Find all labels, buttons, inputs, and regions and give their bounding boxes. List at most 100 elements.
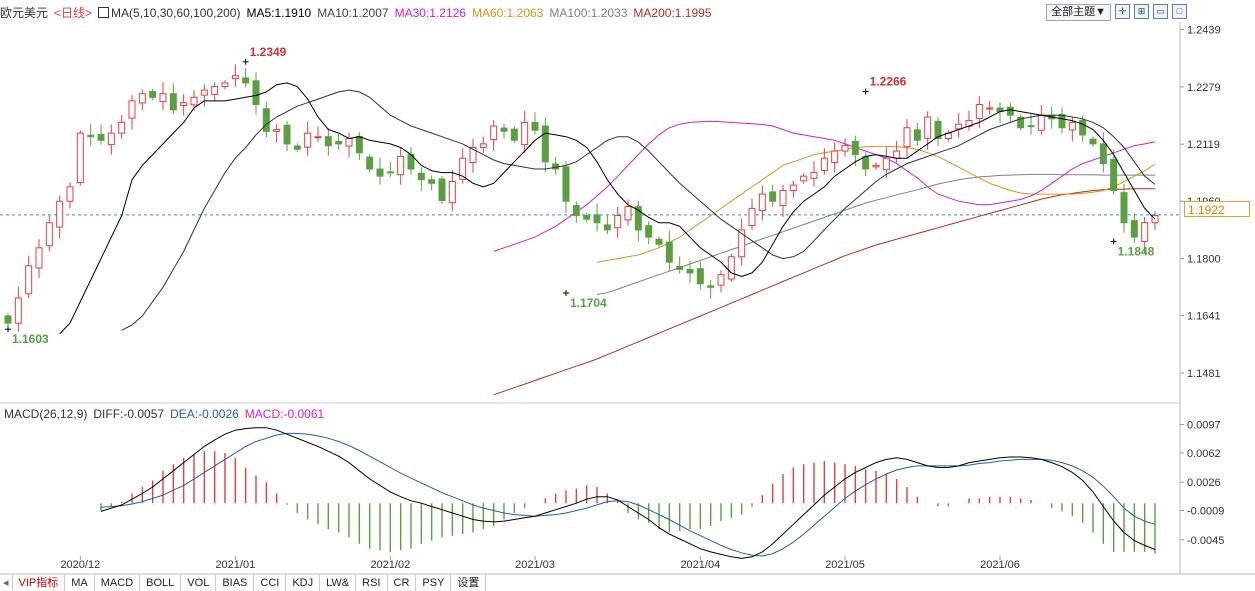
candle-body xyxy=(655,238,663,245)
candle-body xyxy=(386,171,394,174)
candle-body xyxy=(1141,222,1149,242)
candle-body xyxy=(634,206,642,231)
candle-body xyxy=(376,168,384,177)
period-selector[interactable]: <日线> xyxy=(54,6,93,20)
tab-settings[interactable]: 设置 xyxy=(451,575,487,591)
candle-body xyxy=(211,86,219,95)
extreme-label: 1.1848 xyxy=(1118,244,1155,258)
ma10-value: MA10:1.2007 xyxy=(317,6,389,20)
candle-body xyxy=(924,116,932,139)
candle-body xyxy=(510,128,518,141)
candle-body xyxy=(448,181,456,204)
candle-body xyxy=(903,127,911,148)
tab-ma[interactable]: MA xyxy=(65,575,95,591)
candle-body xyxy=(624,206,632,221)
x-tick-label: 2021/06 xyxy=(980,559,1020,571)
candle-body xyxy=(975,103,983,119)
candle-body xyxy=(35,247,43,269)
candle-body xyxy=(490,125,498,141)
candle-body xyxy=(986,107,994,110)
candle-body xyxy=(14,297,22,324)
ma60-line xyxy=(596,145,1156,263)
x-tick-label: 2021/04 xyxy=(680,559,720,571)
candle-body xyxy=(107,132,115,146)
tab-macd[interactable]: MACD xyxy=(95,575,141,591)
crosshair-icon[interactable]: ✛ xyxy=(1115,4,1130,19)
candle-body xyxy=(562,166,570,202)
candle-body xyxy=(841,145,849,152)
candle-body xyxy=(541,125,549,163)
ma-params-label: MA(5,10,30,60,100,200) xyxy=(111,6,241,20)
candle-body xyxy=(200,89,208,96)
candle-body xyxy=(748,207,756,227)
candle-body xyxy=(727,256,735,280)
macd-value: MACD:-0.0061 xyxy=(244,407,325,421)
candle-body xyxy=(221,82,229,88)
candle-body xyxy=(882,157,890,171)
candle-body xyxy=(397,155,405,176)
tab-lw[interactable]: LW& xyxy=(320,575,357,591)
extreme-label: 1.2349 xyxy=(250,45,287,59)
x-tick-label: 2021/01 xyxy=(215,559,255,571)
tab-psy[interactable]: PSY xyxy=(416,575,452,591)
tab-cci[interactable]: CCI xyxy=(254,575,287,591)
last-price-tag: 1.1922 xyxy=(1184,201,1250,217)
candle-body xyxy=(324,136,332,147)
candle-body xyxy=(66,186,74,202)
maximize-icon[interactable]: □ xyxy=(1172,4,1187,19)
macd-dea-value: DEA:-0.0026 xyxy=(170,407,239,421)
ma5-value: MA5:1.1910 xyxy=(246,6,312,20)
candle-body xyxy=(789,184,797,191)
macd-tick-label: 0.0097 xyxy=(1187,419,1221,431)
extreme-label: 1.1603 xyxy=(12,332,49,346)
candle-body xyxy=(97,134,105,141)
candle-body xyxy=(500,127,508,132)
candle-body xyxy=(366,156,374,170)
candle-body xyxy=(262,108,270,132)
tab-boll[interactable]: BOLL xyxy=(140,575,182,591)
candle-body xyxy=(45,222,53,247)
macd-header: MACD(26,12,9) DIFF:-0.0057 DEA:-0.0026 MACD… xyxy=(4,407,330,421)
candle-body xyxy=(252,80,260,105)
candle-body xyxy=(304,132,312,148)
ma60-value: MA60:1.2063 xyxy=(471,6,544,20)
candle-body xyxy=(1099,143,1107,165)
tab-scroll-left-icon[interactable]: ◂ xyxy=(0,575,13,591)
grid-icon[interactable]: ⊞ xyxy=(1134,4,1149,19)
candle-body xyxy=(283,124,291,145)
candle-body xyxy=(614,215,622,229)
tab-cr[interactable]: CR xyxy=(388,575,417,591)
candle-body xyxy=(118,121,126,134)
tab-bias[interactable]: BIAS xyxy=(216,575,255,591)
candle-body xyxy=(893,150,901,159)
candle-body xyxy=(676,265,684,270)
candle-body xyxy=(190,96,198,106)
candle-body xyxy=(696,268,704,285)
candle-body xyxy=(593,214,601,224)
candle-body xyxy=(159,93,167,103)
candle-body xyxy=(603,224,611,231)
candle-body xyxy=(872,164,880,168)
candle-body xyxy=(479,143,487,148)
macd-params-label: MACD(26,12,9) xyxy=(4,407,88,421)
candle-body xyxy=(242,77,250,84)
macd-tick-label: -0.0045 xyxy=(1187,535,1224,547)
candle-body xyxy=(572,205,580,217)
tab-vip[interactable]: VIP指标 xyxy=(13,575,66,591)
tab-vol[interactable]: VOL xyxy=(181,575,217,591)
candle-body xyxy=(355,135,363,154)
candle-body xyxy=(707,285,715,288)
toolbar: 全部主题▼ ✛ ⊞ ▭ □ xyxy=(1046,4,1187,21)
ma30-line xyxy=(493,120,1156,252)
ma10-line xyxy=(121,89,1156,331)
theme-dropdown-button[interactable]: 全部主题▼ xyxy=(1046,4,1111,21)
candle-body xyxy=(180,102,188,107)
zoom-out-icon[interactable]: ▭ xyxy=(1153,4,1168,19)
candle-body xyxy=(686,268,694,274)
x-tick-label: 2021/03 xyxy=(515,559,555,571)
candle-body xyxy=(4,315,12,324)
tab-kdj[interactable]: KDJ xyxy=(286,575,321,591)
candle-body xyxy=(417,172,425,181)
tab-rsi[interactable]: RSI xyxy=(356,575,388,591)
ma-settings-icon[interactable] xyxy=(98,7,110,18)
